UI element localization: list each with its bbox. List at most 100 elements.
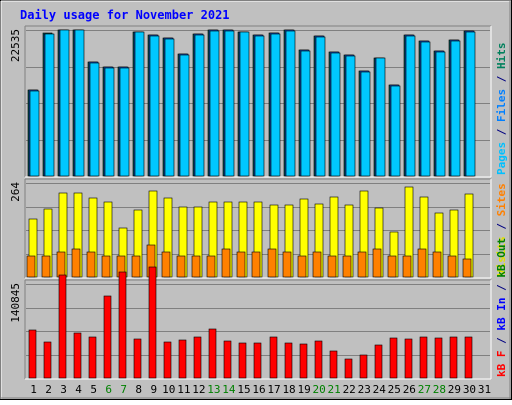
bar-pages bbox=[285, 30, 296, 177]
bar-pages bbox=[315, 36, 326, 177]
x-tick-label: 7 bbox=[120, 383, 127, 396]
bar-sites bbox=[297, 255, 307, 278]
bar-pages bbox=[104, 67, 115, 177]
bar-sites bbox=[191, 255, 201, 278]
bar-pages bbox=[209, 30, 220, 177]
bar-sites bbox=[432, 251, 442, 278]
panel-pages-files-hits: 22535 Pages / Files / Hits bbox=[9, 25, 508, 178]
x-tick-label: 29 bbox=[448, 383, 461, 396]
bar-sites bbox=[312, 251, 322, 278]
bar-sites bbox=[236, 251, 246, 278]
x-tick-label: 4 bbox=[75, 383, 82, 396]
x-tick-label: 14 bbox=[222, 383, 236, 396]
x-tick-label: 6 bbox=[105, 383, 112, 396]
y-series-label: Pages / Files / Hits bbox=[495, 43, 508, 176]
x-tick-label: 25 bbox=[388, 383, 401, 396]
bar-pages bbox=[194, 34, 205, 177]
bar-pages bbox=[405, 35, 416, 177]
bar-kb-f bbox=[178, 339, 187, 379]
x-tick-label: 24 bbox=[373, 383, 387, 396]
bar-sites bbox=[402, 255, 412, 278]
bar-sites bbox=[342, 255, 352, 278]
bar-pages bbox=[134, 31, 145, 177]
x-tick-label: 10 bbox=[162, 383, 175, 396]
bar-kb-f bbox=[329, 350, 338, 379]
x-tick-label: 2 bbox=[45, 383, 52, 396]
y-series-label-part: / bbox=[495, 122, 508, 142]
bar-pages bbox=[300, 50, 311, 177]
bar-pages bbox=[435, 51, 446, 177]
bar-kb-f bbox=[419, 336, 428, 379]
x-tick-label: 5 bbox=[90, 383, 97, 396]
bar-kb-f bbox=[163, 341, 172, 379]
bar-pages bbox=[390, 85, 401, 177]
y-series-label-part: kB F bbox=[495, 351, 508, 378]
y-series-label-part: Pages bbox=[495, 142, 508, 175]
x-tick-label: 30 bbox=[463, 383, 476, 396]
x-tick-label: 18 bbox=[282, 383, 295, 396]
y-series-label-part: Visits bbox=[495, 236, 508, 276]
y-series-label-part: kB Out bbox=[495, 238, 508, 278]
x-tick-label: 13 bbox=[207, 383, 220, 396]
bar-kb-f bbox=[389, 337, 398, 379]
x-tick-label: 9 bbox=[150, 383, 157, 396]
bar-pages bbox=[149, 35, 160, 177]
bar-pages bbox=[44, 33, 55, 177]
bar-pages bbox=[375, 57, 386, 177]
bar-sites bbox=[387, 255, 397, 278]
bar-pages bbox=[224, 30, 235, 177]
bar-kb-f bbox=[344, 358, 353, 379]
bar-sites bbox=[161, 251, 171, 278]
y-max-label: 22535 bbox=[9, 29, 22, 62]
bar-sites bbox=[86, 251, 96, 278]
bar-sites bbox=[417, 248, 427, 278]
x-tick-label: 23 bbox=[358, 383, 371, 396]
bar-pages bbox=[89, 62, 100, 177]
bar-kb-f bbox=[118, 271, 127, 379]
bar-pages bbox=[450, 40, 461, 177]
bar-kb-f bbox=[103, 295, 112, 379]
panel-sites-visits: 264 Visits / Sites bbox=[9, 178, 508, 279]
bar-pages bbox=[179, 54, 190, 177]
x-tick-label: 11 bbox=[177, 383, 190, 396]
x-tick-label: 27 bbox=[418, 383, 431, 396]
bar-sites bbox=[357, 251, 367, 278]
bar-pages bbox=[29, 90, 40, 177]
bar-kb-f bbox=[269, 336, 278, 379]
bar-pages bbox=[254, 35, 265, 177]
bar-kb-f bbox=[284, 342, 293, 379]
bar-kb-f bbox=[73, 332, 82, 379]
bar-sites bbox=[267, 248, 277, 278]
bar-kb-f bbox=[43, 341, 52, 379]
bar-pages bbox=[239, 31, 250, 177]
bar-sites bbox=[206, 255, 216, 278]
bar-kb-f bbox=[374, 344, 383, 379]
y-series-label-part: Sites bbox=[495, 183, 508, 216]
panel-kb: 140845 kB F / kB In / kB Out bbox=[9, 238, 508, 380]
bar-sites bbox=[447, 255, 457, 278]
bar-sites bbox=[71, 248, 81, 278]
x-tick-label: 22 bbox=[343, 383, 356, 396]
y-series-label-part: / bbox=[495, 216, 508, 236]
bar-kb-f bbox=[223, 340, 232, 379]
bar-pages bbox=[119, 67, 130, 177]
x-tick-label: 12 bbox=[192, 383, 205, 396]
bar-kb-f bbox=[208, 328, 217, 379]
x-tick-label: 3 bbox=[60, 383, 67, 396]
bar-kb-f bbox=[133, 338, 142, 379]
chart-title: Daily usage for November 2021 bbox=[20, 8, 230, 22]
bar-pages bbox=[465, 31, 476, 177]
bar-sites bbox=[282, 251, 292, 278]
x-tick-label: 31 bbox=[478, 383, 491, 396]
bar-pages bbox=[74, 29, 85, 177]
bar-kb-f bbox=[314, 340, 323, 379]
bar-kb-f bbox=[193, 336, 202, 379]
y-series-label: Visits / Sites bbox=[495, 183, 508, 276]
bar-kb-f bbox=[299, 343, 308, 379]
bar-sites bbox=[41, 255, 51, 278]
bar-pages bbox=[420, 41, 431, 177]
bar-sites bbox=[372, 248, 382, 278]
x-axis-labels: 1 2 3 4 5 6 7 8 9 10 11 12 13 14 15 16 17 18 19 20 21 22 23 24 2… bbox=[30, 383, 491, 396]
bar-sites bbox=[221, 248, 231, 278]
